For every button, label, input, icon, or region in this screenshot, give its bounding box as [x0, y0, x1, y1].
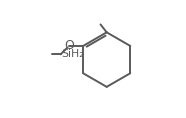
Text: SiH₂: SiH₂ [61, 49, 84, 59]
Text: O: O [64, 39, 74, 53]
